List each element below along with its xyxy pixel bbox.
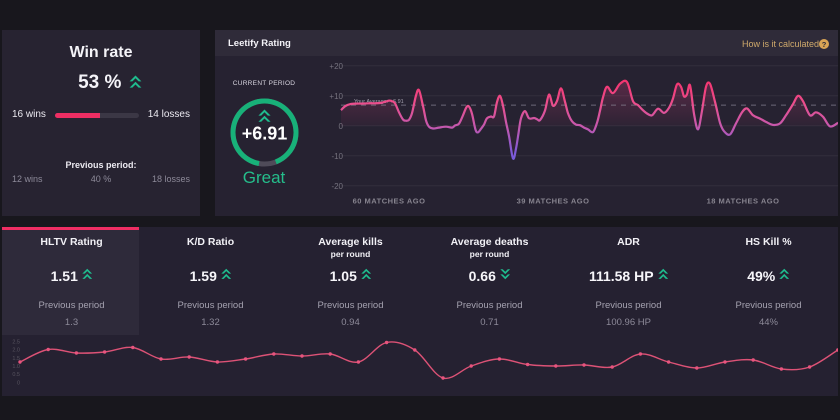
- svg-text:2.0: 2.0: [12, 348, 20, 354]
- svg-text:+10: +10: [329, 92, 343, 101]
- svg-text:60 MATCHES AGO: 60 MATCHES AGO: [353, 197, 426, 206]
- svg-text:0: 0: [17, 380, 20, 386]
- svg-text:39 MATCHES AGO: 39 MATCHES AGO: [517, 197, 590, 206]
- svg-text:0.5: 0.5: [12, 372, 20, 378]
- svg-text:?: ?: [822, 39, 827, 48]
- svg-text:+6.91: +6.91: [242, 124, 288, 144]
- svg-text:1.5: 1.5: [12, 356, 20, 362]
- svg-text:+20: +20: [329, 62, 343, 71]
- svg-text:1.0: 1.0: [12, 364, 20, 370]
- svg-text:-10: -10: [331, 152, 343, 161]
- svg-text:18 MATCHES AGO: 18 MATCHES AGO: [707, 197, 780, 206]
- svg-text:-20: -20: [331, 182, 343, 191]
- svg-text:0: 0: [339, 122, 344, 131]
- svg-text:2.5: 2.5: [12, 339, 20, 345]
